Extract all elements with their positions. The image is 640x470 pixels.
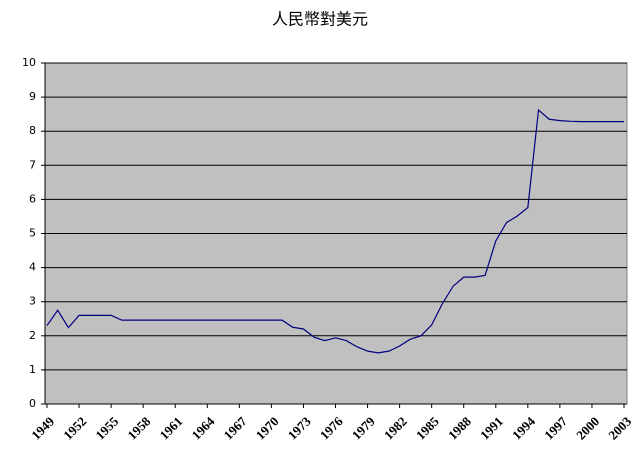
x-tick-label: 1982 — [381, 414, 410, 443]
x-tick-label: 1961 — [156, 414, 185, 443]
y-tick-label: 8 — [29, 124, 36, 137]
x-tick-label: 1949 — [28, 413, 57, 442]
x-tick-label: 1976 — [317, 413, 346, 442]
y-tick-label: 4 — [29, 261, 36, 274]
x-tick-label: 2003 — [605, 413, 634, 442]
y-tick-label: 0 — [29, 397, 36, 410]
y-tick-label: 1 — [29, 363, 36, 376]
x-tick-label: 1952 — [60, 414, 89, 443]
x-tick-label: 1958 — [124, 413, 153, 442]
y-tick-label: 6 — [29, 192, 36, 205]
x-tick-label: 1994 — [509, 413, 538, 442]
data-line — [46, 108, 624, 354]
y-tick-label: 7 — [29, 158, 36, 171]
x-tick-label: 1997 — [541, 413, 570, 442]
x-tick-label: 1991 — [477, 414, 506, 443]
y-tick-label: 2 — [29, 329, 36, 342]
x-tick-label: 1973 — [285, 413, 314, 442]
x-tick-label: 1988 — [445, 413, 474, 442]
y-tick-label: 10 — [22, 56, 36, 69]
x-tick-label: 2000 — [573, 414, 602, 443]
y-tick-label: 3 — [29, 295, 36, 308]
y-tick-label: 9 — [29, 90, 36, 103]
chart-title: 人民幣對美元 — [272, 10, 368, 29]
x-tick-label: 1979 — [349, 413, 378, 442]
x-tick-label: 1964 — [189, 413, 218, 442]
y-tick-label: 5 — [29, 227, 36, 240]
x-tick-label: 1985 — [413, 413, 442, 442]
x-tick-label: 1955 — [92, 413, 121, 442]
x-tick-label: 1970 — [253, 414, 282, 443]
x-tick-label: 1967 — [221, 413, 250, 442]
